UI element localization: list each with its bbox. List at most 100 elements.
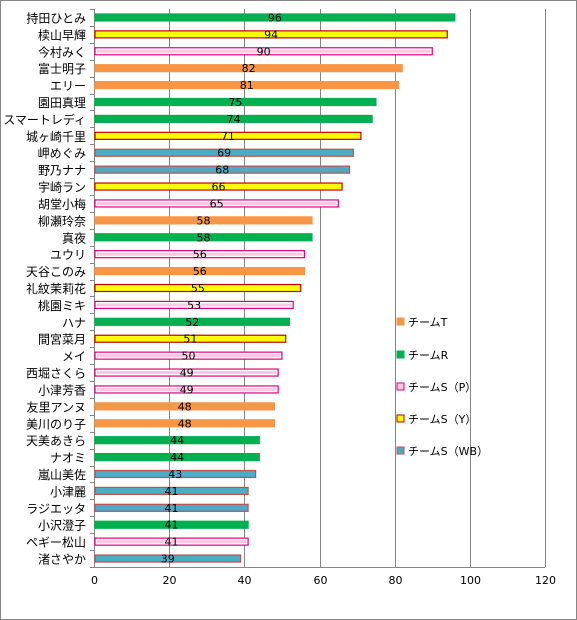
value-label: 68 <box>215 164 229 177</box>
value-label: 71 <box>221 130 235 143</box>
category-labels: 96 持田ひとみ 94 椟山早輝 90 今村みく 82 富士明子 81 エリー 75 園田真理 74 スマ… <box>3 10 282 566</box>
category-label: ペギー松山 <box>26 536 86 550</box>
category-label: 今村みく <box>38 44 86 59</box>
category-label: 西堀さくら <box>26 366 86 381</box>
value-label: 66 <box>212 181 226 194</box>
legend-label: チームR <box>408 349 449 362</box>
bar-SY <box>94 131 362 140</box>
category-label: 富士明子 <box>38 61 86 76</box>
value-label: 58 <box>196 231 210 244</box>
value-label: 55 <box>191 282 205 295</box>
category-label: 柳瀬玲奈 <box>38 214 86 228</box>
bar-SWB <box>94 486 249 496</box>
bar-inner <box>97 303 292 307</box>
bar-inner <box>97 49 431 53</box>
value-label: 44 <box>170 451 184 464</box>
category-label: 渚さやか <box>38 553 86 567</box>
value-label: 56 <box>193 265 207 278</box>
legend-swatch-SY <box>396 414 405 423</box>
legend-swatch-R <box>396 350 405 359</box>
bar-inner <box>97 387 277 391</box>
bar-T <box>94 216 313 225</box>
category-label: ラジエッタ <box>26 502 86 516</box>
bar-R <box>94 97 377 107</box>
category-label: ナオミ <box>50 451 86 465</box>
bar-T <box>94 80 400 90</box>
bar-T <box>94 402 275 411</box>
bar-SWB <box>94 554 242 563</box>
category-label: 園田真理 <box>38 96 86 110</box>
category-label: 城ヶ崎千里 <box>26 130 86 144</box>
category-label: 小津芳香 <box>38 383 86 397</box>
bar-SWB <box>94 165 351 174</box>
category-label: スマートレディ <box>3 112 86 127</box>
value-label: 56 <box>193 248 207 261</box>
value-label: 44 <box>170 434 184 447</box>
bar-SY <box>94 334 287 343</box>
category-label: 天谷このみ <box>26 265 86 279</box>
category-label: 野乃ナナ <box>38 164 86 178</box>
value-label: 39 <box>161 553 175 566</box>
bar-SWB <box>94 148 354 157</box>
value-label: 94 <box>264 28 278 41</box>
value-label: 49 <box>180 367 194 380</box>
category-label: 椟山早輝 <box>38 28 86 42</box>
bar-R <box>94 317 291 326</box>
bar-SWB <box>94 503 249 512</box>
x-tick-label: 80 <box>389 574 403 587</box>
value-label: 41 <box>165 502 179 515</box>
x-tick-label: 60 <box>314 574 328 587</box>
category-label: 桃園ミキ <box>38 298 86 313</box>
category-label: メイ <box>62 350 86 364</box>
bar-inner <box>97 354 280 358</box>
category-label: 胡堂小梅 <box>38 196 86 211</box>
category-label: 宇崎ラン <box>38 181 86 195</box>
value-label: 43 <box>168 468 182 481</box>
bar-T <box>94 419 275 428</box>
category-label: 友里アンヌ <box>26 400 86 414</box>
bar-SWB <box>94 469 257 479</box>
value-label: 65 <box>210 197 224 210</box>
value-label: 51 <box>183 333 197 346</box>
bar-R <box>94 520 249 529</box>
value-label: 49 <box>180 383 194 396</box>
category-label: 小津麗 <box>50 485 86 499</box>
x-tick-label: 20 <box>163 574 177 587</box>
legend-label: チームS（Y） <box>408 413 476 426</box>
category-label: エリー <box>50 79 86 93</box>
category-label: 真夜 <box>62 230 86 245</box>
value-label: 90 <box>257 45 271 58</box>
value-label: 82 <box>242 62 256 75</box>
x-tick-label: 120 <box>535 574 556 587</box>
value-label: 50 <box>181 350 195 363</box>
category-label: 岬めぐみ <box>38 147 86 161</box>
bar-R <box>94 13 456 22</box>
value-label: 75 <box>228 96 242 109</box>
value-label: 41 <box>165 536 179 549</box>
category-label: 持田ひとみ <box>26 10 86 25</box>
legend-swatch-T <box>396 317 405 326</box>
value-label: 58 <box>196 214 210 227</box>
bar-inner <box>97 201 337 205</box>
bar-inner <box>97 371 277 375</box>
bar-SY <box>94 182 343 191</box>
bar-inner <box>97 540 247 544</box>
category-label: 美川のり子 <box>26 417 86 431</box>
category-label: 天美あきら <box>26 434 86 448</box>
bar-T <box>94 64 403 73</box>
bar-SY <box>94 283 302 293</box>
value-label: 48 <box>178 417 192 430</box>
legend-label: チームS（WB） <box>408 445 488 458</box>
legend: チームT チームR チームS（P） チームS（Y） チームS（WB） <box>396 316 488 458</box>
value-label: 96 <box>268 11 282 24</box>
value-label: 48 <box>178 400 192 413</box>
bar-T <box>94 266 306 276</box>
x-tick-label: 40 <box>238 574 252 587</box>
value-label: 41 <box>165 519 179 532</box>
bar-R <box>94 452 260 462</box>
legend-swatch-SP <box>396 382 405 391</box>
value-label: 69 <box>217 147 231 160</box>
category-label: ハナ <box>62 316 86 330</box>
bar-inner <box>97 252 303 256</box>
